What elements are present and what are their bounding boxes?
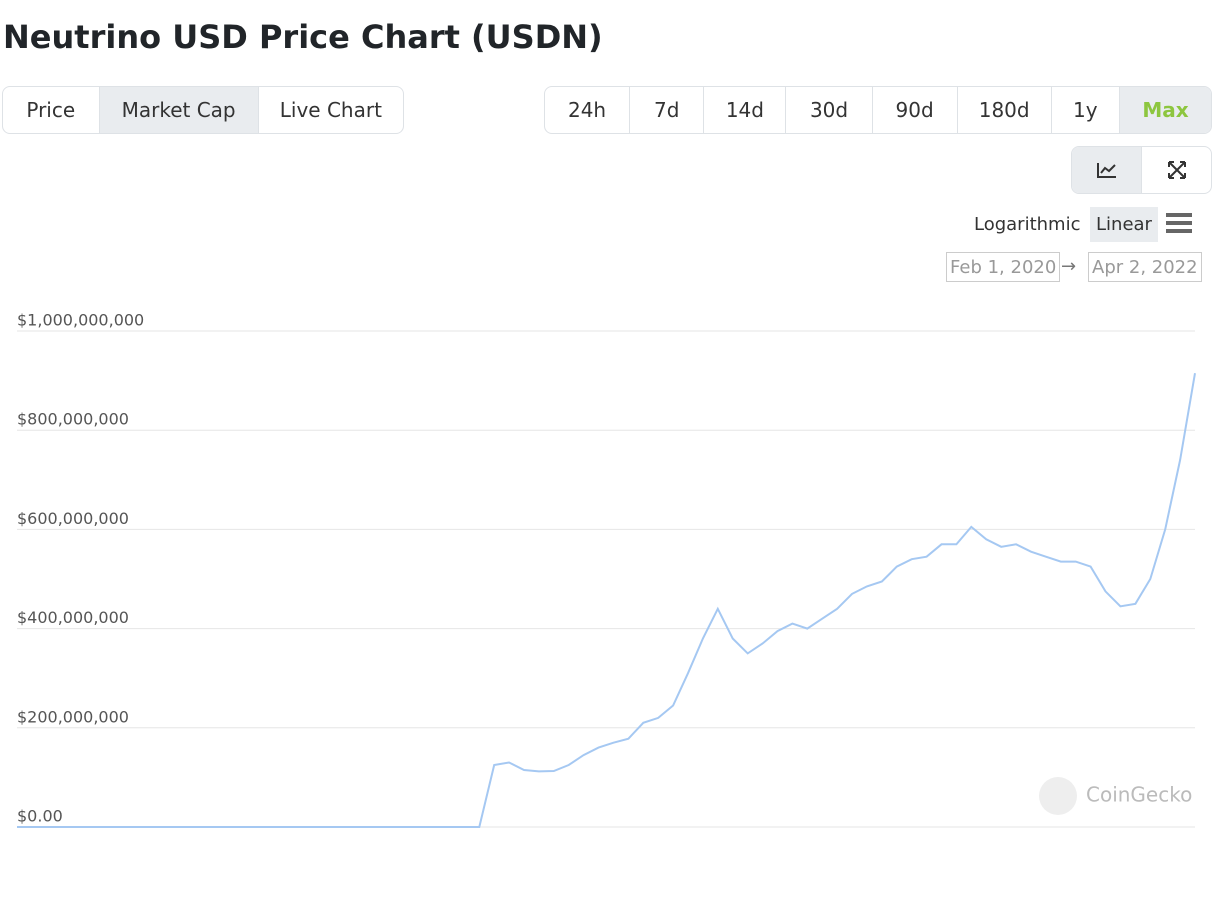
icon: [1167, 161, 1186, 179]
range-button[interactable]: 14d: [703, 87, 785, 133]
y-tick-label: $0.00: [17, 807, 63, 826]
page-title: Neutrino USD Price Chart (USDN): [3, 18, 603, 56]
range-button[interactable]: 7d: [629, 87, 703, 133]
line: [17, 373, 1196, 828]
tab[interactable]: Market Cap: [98, 87, 258, 133]
tab[interactable]: Price: [26, 98, 76, 122]
tab[interactable]: Live Chart: [257, 87, 403, 133]
y-tick-label: $200,000,000: [17, 707, 129, 726]
fullscreen-button[interactable]: [1141, 147, 1211, 193]
range-button[interactable]: 24h: [567, 98, 607, 122]
range-button[interactable]: Max: [1118, 87, 1211, 133]
range-button[interactable]: 180d: [956, 87, 1051, 133]
y-tick-label: $600,000,000: [17, 509, 129, 528]
range-button[interactable]: 1y: [1050, 87, 1119, 133]
date-from[interactable]: Feb 1, 2020: [946, 252, 1061, 282]
watermark-logo: [1039, 777, 1077, 815]
range-button[interactable]: 30d: [785, 87, 871, 133]
date-arrow: →: [1061, 256, 1077, 277]
tab-group: Price Market Cap Live Chart: [2, 86, 404, 134]
date-to[interactable]: Apr 2, 2022: [1088, 252, 1202, 282]
scale-option[interactable]: Linear: [1090, 207, 1158, 242]
watermark: CoinGecko: [1086, 783, 1192, 807]
view-group: [1071, 146, 1212, 194]
range-button[interactable]: 90d: [871, 87, 957, 133]
y-tick-label: $400,000,000: [17, 608, 129, 627]
icon: [1096, 163, 1116, 178]
y-tick-label: $800,000,000: [17, 410, 129, 429]
scale-option[interactable]: Logarithmic: [974, 214, 1081, 235]
range-group: 24h 7d 14d 30d 90d 180d 1y Max: [544, 86, 1212, 134]
line-view-button[interactable]: [1072, 147, 1141, 193]
y-tick-label: $1,000,000,000: [17, 311, 144, 330]
chart: CoinGecko $0.00 $200,000,000 $400,000,000 $…: [17, 311, 1196, 828]
menu-icon[interactable]: [1166, 213, 1193, 235]
